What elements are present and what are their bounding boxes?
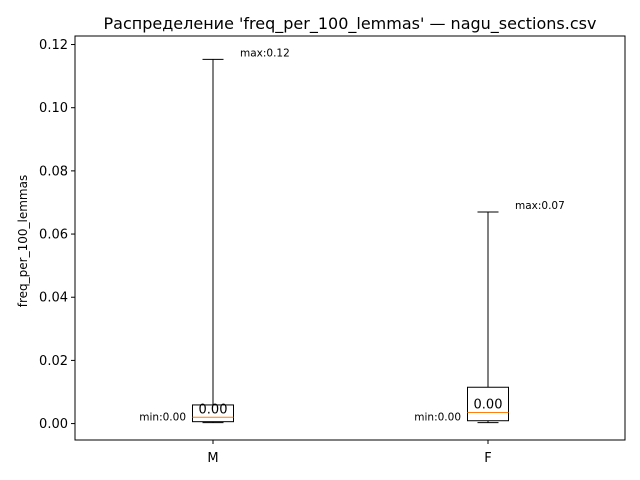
plot-area: 0.00 0.02 0.04 0.06 0.08 0.10 0.12 M F 0.00 max:0.…: [39, 38, 565, 466]
median-label: 0.00: [199, 402, 228, 417]
min-label: min:0.00: [414, 412, 461, 424]
median-label: 0.00: [474, 398, 503, 413]
min-label: min:0.00: [139, 412, 186, 424]
y-tick-label: 0.04: [39, 291, 68, 306]
y-tick-label: 0.02: [39, 354, 68, 369]
chart-title: Распределение 'freq_per_100_lemmas' — na…: [104, 14, 597, 34]
y-axis-label: freq_per_100_lemmas: [16, 175, 30, 307]
y-tick-label: 0.00: [39, 417, 68, 432]
y-tick-label: 0.10: [39, 101, 68, 116]
max-label: max:0.07: [515, 200, 565, 212]
axes-frame: [74, 35, 626, 441]
box-M: [192, 404, 234, 423]
box-F: [467, 386, 509, 422]
x-tick-label: F: [484, 451, 491, 466]
y-tick-label: 0.12: [39, 38, 68, 53]
max-label: max:0.12: [240, 47, 290, 59]
x-tick-label: M: [207, 451, 218, 466]
y-tick-label: 0.08: [39, 164, 68, 179]
y-tick-label: 0.06: [39, 228, 68, 243]
